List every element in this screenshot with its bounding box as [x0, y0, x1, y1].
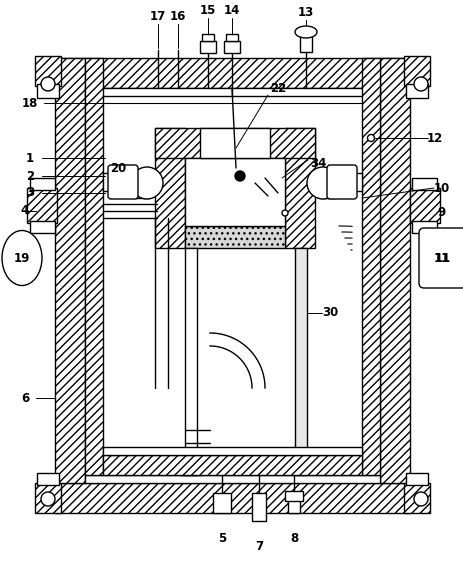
Bar: [405, 473, 427, 485]
Text: 10: 10: [433, 182, 449, 194]
Bar: [103, 455, 361, 475]
Text: 2: 2: [26, 169, 34, 182]
Bar: [85, 475, 379, 483]
Text: 11: 11: [433, 252, 449, 265]
Bar: [155, 128, 185, 248]
Bar: [30, 178, 55, 190]
Bar: [201, 34, 213, 41]
Bar: [37, 84, 59, 98]
Bar: [288, 497, 300, 513]
Text: 4: 4: [21, 204, 29, 218]
Bar: [103, 173, 111, 191]
Bar: [27, 188, 57, 223]
Bar: [379, 58, 409, 483]
Bar: [85, 88, 379, 96]
FancyBboxPatch shape: [418, 228, 463, 288]
Text: 1: 1: [26, 152, 34, 165]
Text: 14: 14: [223, 3, 240, 16]
Bar: [403, 56, 429, 86]
Bar: [213, 493, 231, 513]
Text: 11: 11: [434, 252, 450, 265]
Bar: [30, 221, 55, 233]
Circle shape: [282, 210, 288, 216]
Bar: [200, 128, 269, 158]
Text: 7: 7: [254, 540, 263, 553]
FancyBboxPatch shape: [326, 165, 356, 199]
Text: 12: 12: [426, 132, 442, 144]
Text: 8: 8: [289, 532, 298, 545]
Bar: [35, 56, 61, 86]
Bar: [55, 483, 409, 513]
Circle shape: [367, 135, 374, 141]
Text: 30: 30: [321, 307, 338, 319]
Bar: [225, 34, 238, 41]
Bar: [55, 58, 85, 483]
Bar: [55, 58, 409, 88]
Bar: [155, 128, 314, 158]
Bar: [411, 221, 436, 233]
Text: 6: 6: [21, 391, 29, 404]
Bar: [320, 176, 334, 198]
Ellipse shape: [294, 26, 316, 38]
Text: 5: 5: [218, 532, 225, 545]
Bar: [103, 447, 361, 455]
FancyBboxPatch shape: [108, 165, 138, 199]
Circle shape: [41, 77, 55, 91]
Circle shape: [234, 171, 244, 181]
Text: 16: 16: [169, 10, 186, 23]
Bar: [200, 41, 216, 53]
Bar: [353, 173, 361, 191]
Bar: [405, 84, 427, 98]
Text: 34: 34: [309, 157, 325, 169]
Text: 3: 3: [26, 186, 34, 199]
Bar: [224, 41, 239, 53]
Bar: [409, 188, 439, 223]
Bar: [284, 128, 314, 248]
Bar: [180, 457, 201, 475]
Text: 15: 15: [200, 3, 216, 16]
Bar: [284, 491, 302, 501]
Bar: [37, 473, 59, 485]
Circle shape: [41, 492, 55, 506]
Bar: [185, 158, 284, 226]
Text: 22: 22: [269, 81, 286, 94]
Bar: [361, 58, 379, 475]
Text: 18: 18: [22, 97, 38, 110]
Bar: [403, 483, 429, 513]
Circle shape: [413, 492, 427, 506]
Bar: [411, 178, 436, 190]
Text: 19: 19: [14, 252, 30, 265]
Text: 9: 9: [437, 207, 445, 219]
Circle shape: [307, 167, 338, 199]
Text: 13: 13: [297, 6, 313, 19]
Bar: [35, 483, 61, 513]
Text: 20: 20: [110, 161, 126, 174]
Ellipse shape: [2, 231, 42, 286]
Bar: [300, 36, 311, 52]
Bar: [185, 226, 284, 248]
Bar: [85, 58, 103, 475]
Text: 17: 17: [150, 10, 166, 23]
Circle shape: [413, 77, 427, 91]
Circle shape: [131, 167, 163, 199]
Bar: [251, 493, 265, 521]
Bar: [135, 176, 149, 198]
Bar: [185, 248, 197, 475]
Bar: [294, 248, 307, 475]
